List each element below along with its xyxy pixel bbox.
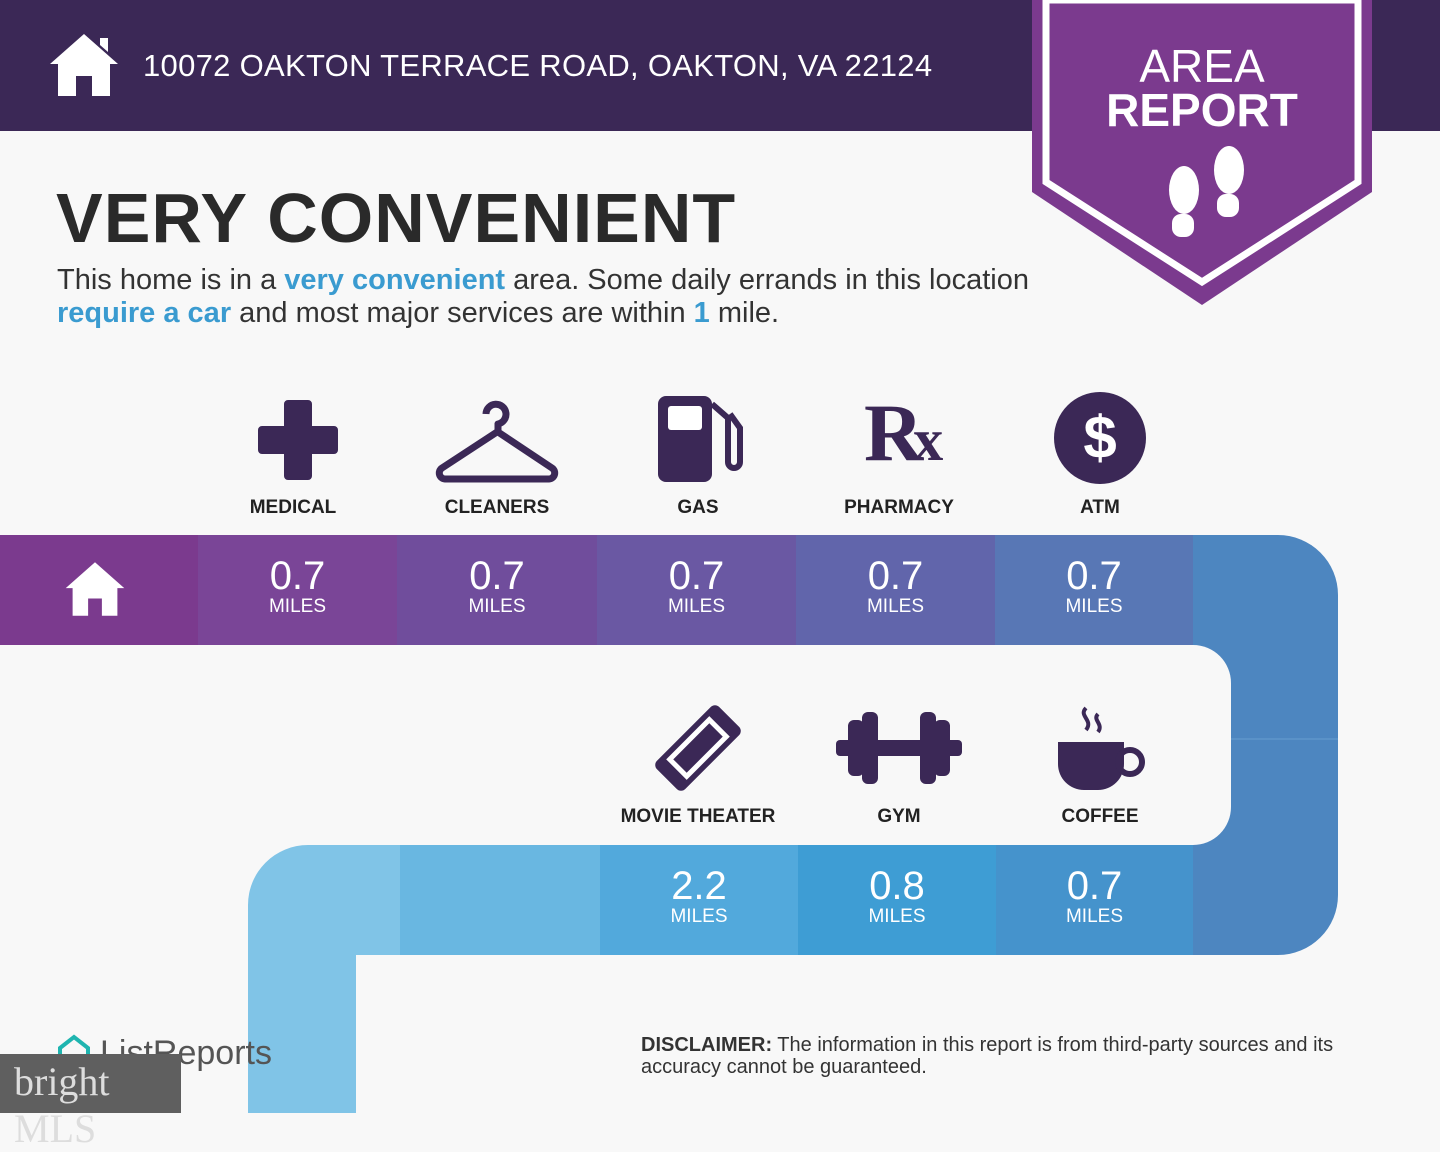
desc-text: This home is in a — [57, 264, 285, 296]
route-path — [0, 535, 1338, 1113]
distance-atm: 0.7 MILES — [995, 535, 1193, 617]
badge-title: AREA REPORT — [1032, 40, 1372, 136]
service-label-coffee: COFFEE — [1061, 806, 1139, 827]
desc-text: area. Some daily errands in this locatio… — [505, 264, 1029, 296]
badge-line-2: REPORT — [1106, 84, 1298, 136]
mls-logo-text: bright MLS — [14, 1059, 110, 1151]
service-label-movie-theater: MOVIE THEATER — [620, 806, 776, 827]
desc-highlight: very convenient — [284, 264, 506, 296]
distance-unit: MILES — [670, 906, 728, 927]
distance-gym: 0.8 MILES — [798, 845, 996, 927]
distance-unit: MILES — [268, 596, 327, 617]
ticket-icon — [655, 705, 741, 791]
dumbbell-icon — [836, 712, 962, 784]
coffee-icon — [1058, 706, 1145, 790]
distance-coffee: 0.7 MILES — [996, 845, 1193, 927]
distance-value: 0.7 — [1066, 864, 1123, 908]
distance-value: 0.8 — [869, 864, 925, 908]
distance-value: 0.7 — [668, 554, 725, 598]
rx-icon: Rx — [864, 387, 943, 478]
gas-pump-icon — [658, 396, 743, 482]
distance-unit: MILES — [468, 596, 526, 617]
service-label-cleaners: CLEANERS — [444, 497, 550, 518]
distance-gas: 0.7 MILES — [597, 535, 796, 617]
distance-unit: MILES — [1065, 906, 1124, 927]
service-label-medical: MEDICAL — [249, 497, 337, 518]
disclaimer-label: DISCLAIMER: — [641, 1034, 773, 1056]
desc-highlight: 1 — [693, 297, 710, 329]
service-label-pharmacy: PHARMACY — [844, 497, 954, 518]
service-label-gas: GAS — [677, 497, 719, 518]
hanger-icon — [435, 400, 559, 483]
distance-pharmacy: 0.7 MILES — [796, 535, 995, 617]
distance-cleaners: 0.7 MILES — [397, 535, 597, 617]
home-icon — [50, 34, 118, 96]
distance-unit: MILES — [1065, 596, 1123, 617]
disclaimer-text: The information in this report is from t… — [641, 1034, 1334, 1078]
service-label-atm: ATM — [1080, 497, 1120, 518]
desc-highlight: require a car — [57, 297, 232, 329]
distance-unit: MILES — [667, 596, 726, 617]
distance-unit: MILES — [868, 906, 926, 927]
home-icon — [65, 562, 125, 616]
distance-value: 0.7 — [867, 554, 924, 598]
description: This home is in a very convenient area. … — [57, 264, 1037, 330]
distance-movie-theater: 2.2 MILES — [600, 845, 798, 927]
distance-medical: 0.7 MILES — [198, 535, 397, 617]
svg-text:$: $ — [1083, 404, 1116, 471]
distance-unit: MILES — [866, 596, 925, 617]
distance-value: 0.7 — [1066, 554, 1122, 598]
badge-line-1: AREA — [1139, 40, 1265, 92]
footprints-icon — [1169, 146, 1244, 237]
distance-value: 0.7 — [269, 554, 326, 598]
bright-mls-logo: bright MLS — [0, 1054, 181, 1151]
medical-cross-icon — [258, 400, 338, 480]
distance-value: 0.7 — [469, 554, 525, 598]
convenience-headline: VERY CONVENIENT — [56, 179, 737, 257]
listreports-logo-icon — [58, 1034, 90, 1062]
service-label-gym: GYM — [877, 806, 921, 827]
distance-value: 2.2 — [671, 864, 727, 908]
area-report-badge — [1032, 0, 1372, 305]
desc-text: and most major services are within — [231, 297, 694, 329]
disclaimer: DISCLAIMER: The information in this repo… — [641, 1034, 1401, 1078]
desc-text: mile. — [709, 297, 780, 329]
property-address: 10072 OAKTON TERRACE ROAD, OAKTON, VA 22… — [143, 48, 933, 83]
dollar-icon: $ — [1054, 392, 1146, 484]
